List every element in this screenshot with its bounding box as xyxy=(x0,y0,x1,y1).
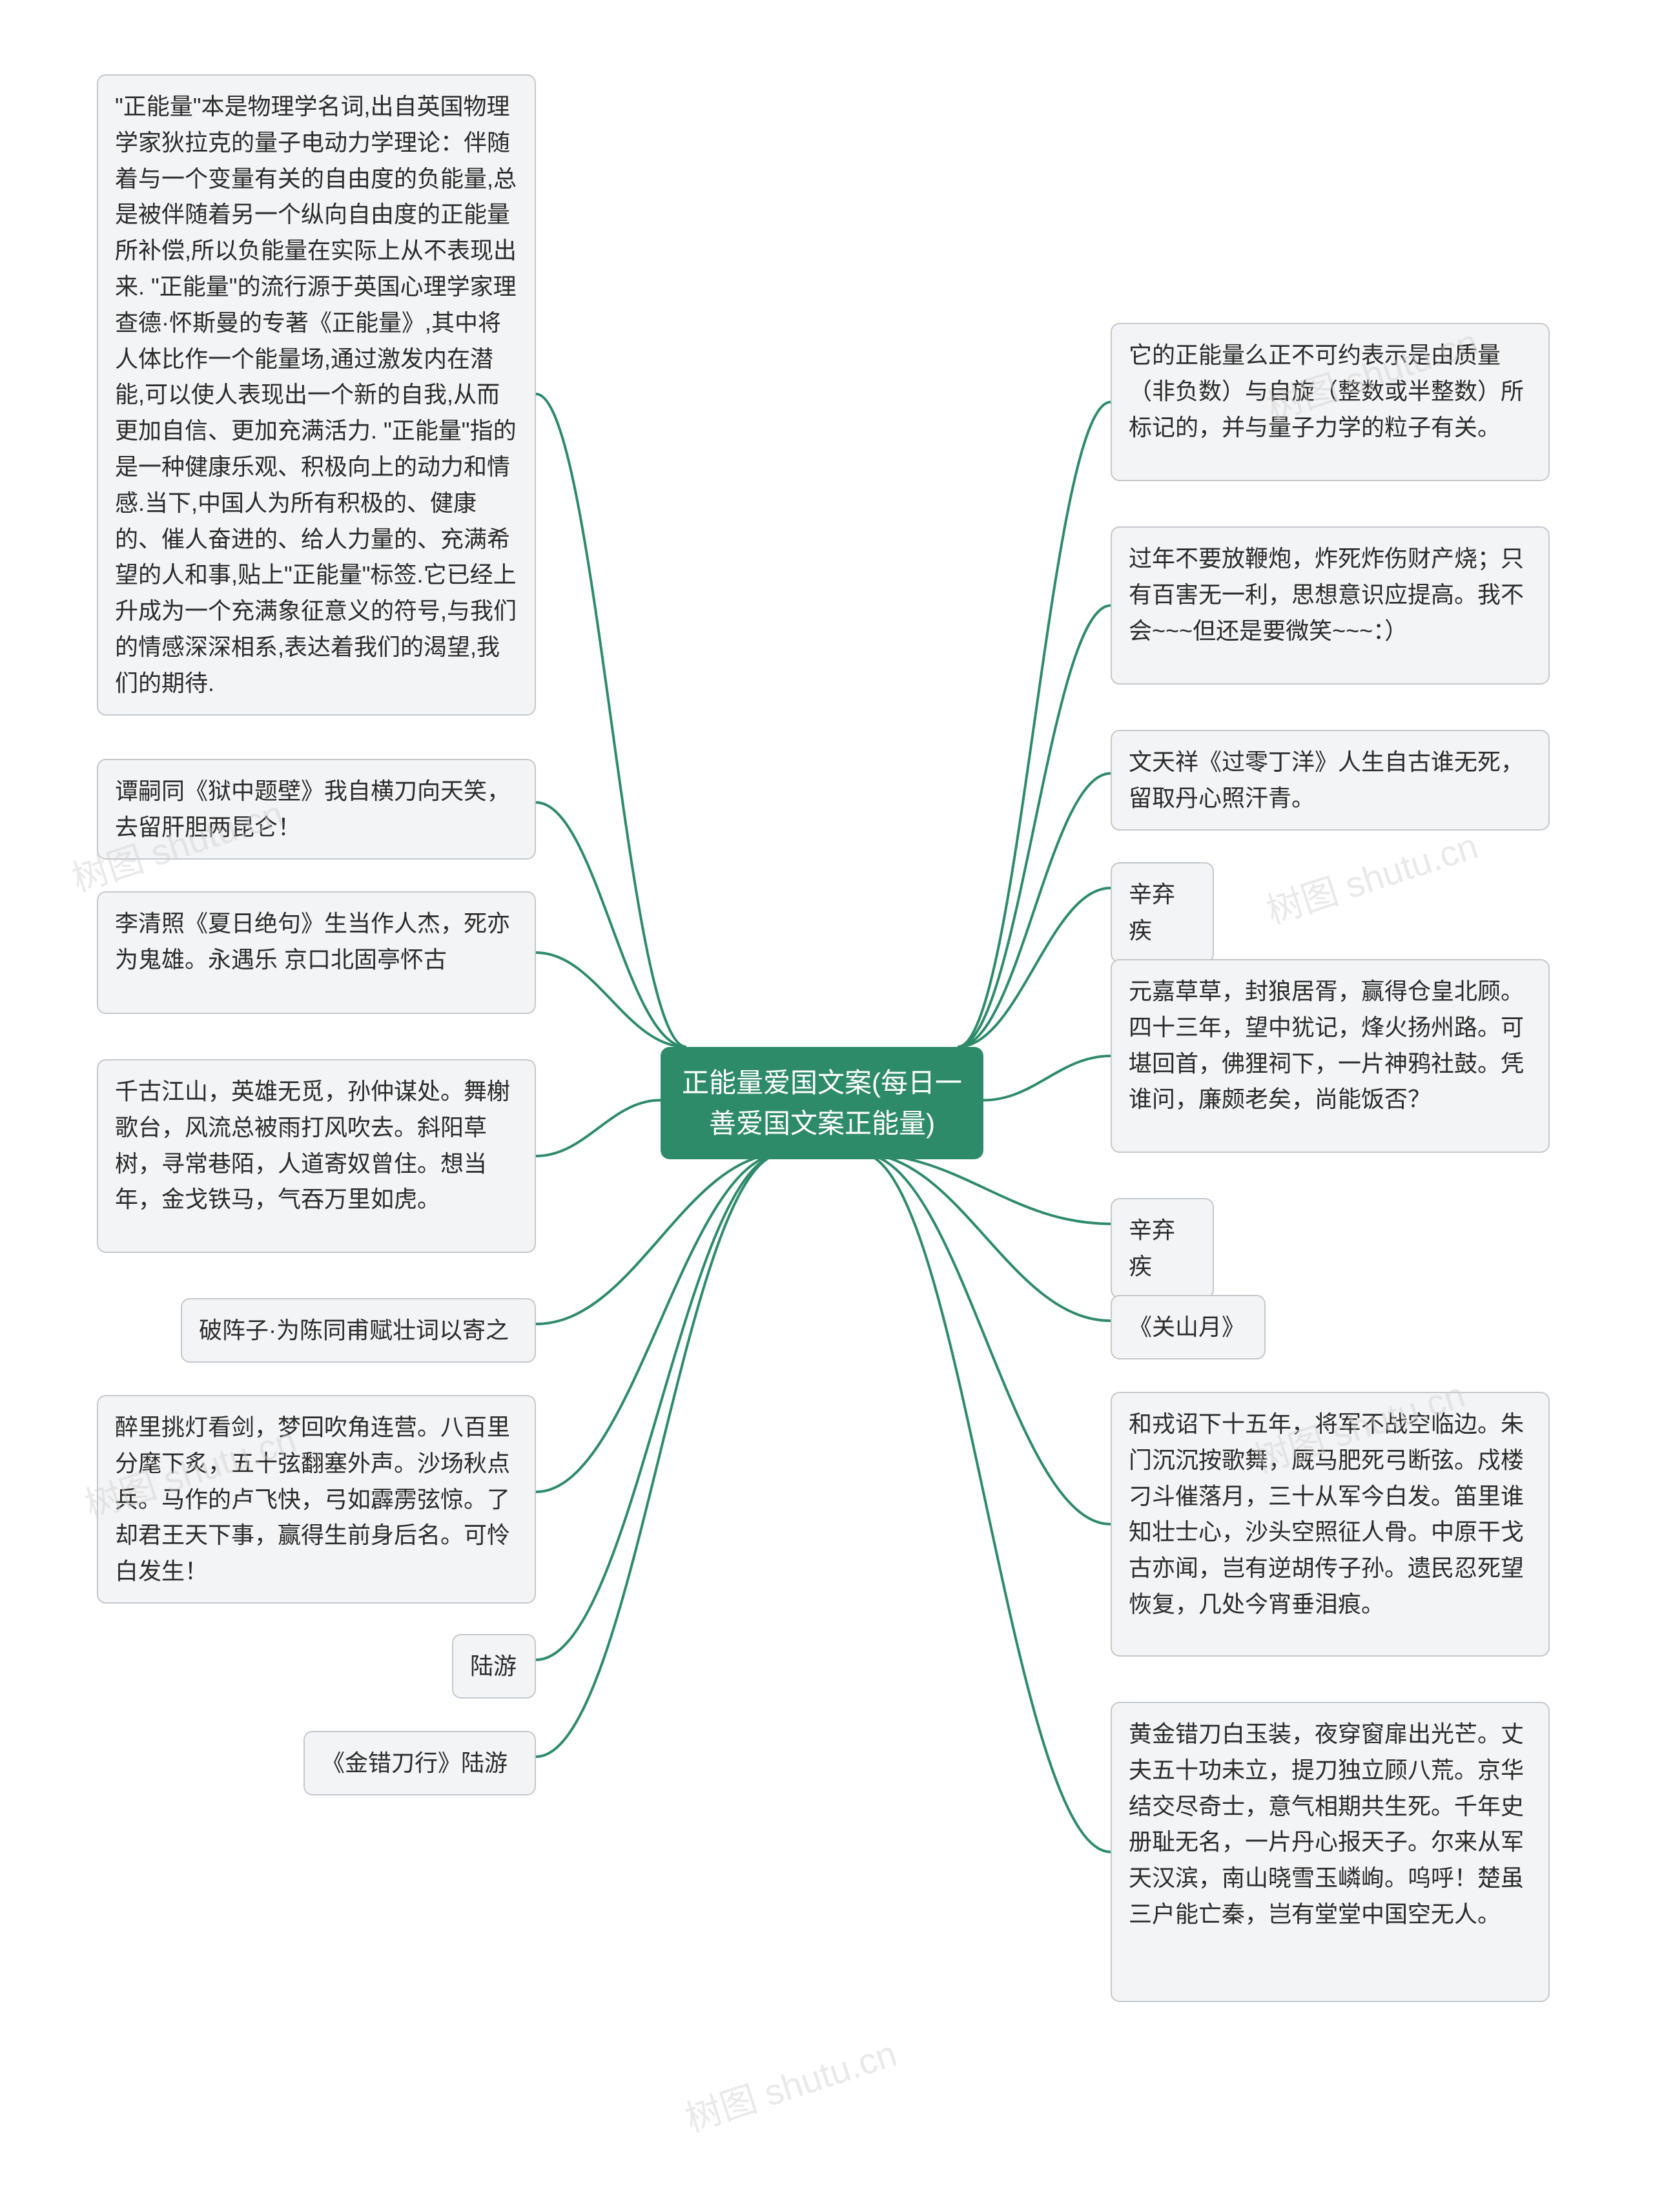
mindmap-canvas: 正能量爱国文案(每日一善爱国文案正能量) "正能量"本是物理学名词,出自英国物理学… xyxy=(0,0,1653,2212)
leaf-node-L6[interactable]: 醉里挑灯看剑，梦回吹角连营。八百里分麾下炙，五十弦翻塞外声。沙场秋点兵。马作的卢… xyxy=(97,1395,536,1604)
edge-L3 xyxy=(536,953,686,1047)
edge-R3 xyxy=(958,774,1111,1048)
leaf-node-R7[interactable]: 《关山月》 xyxy=(1111,1295,1266,1359)
leaf-node-L8[interactable]: 《金错刀行》陆游 xyxy=(303,1731,536,1795)
edge-L7 xyxy=(536,1153,783,1660)
leaf-node-R6[interactable]: 辛弃疾 xyxy=(1111,1198,1214,1299)
leaf-node-R9[interactable]: 黄金错刀白玉装，夜穿窗扉出光芒。丈夫五十功未立，提刀独立顾八荒。京华结交尽奇士，… xyxy=(1111,1702,1550,2002)
leaf-node-R2[interactable]: 过年不要放鞭炮，炸死炸伤财产烧；只有百害无一利，思想意识应提高。我不会~~~但还… xyxy=(1111,526,1550,685)
leaf-node-R4[interactable]: 辛弃疾 xyxy=(1111,862,1214,963)
leaf-node-L1[interactable]: "正能量"本是物理学名词,出自英国物理学家狄拉克的量子电动力学理论：伴随着与一个… xyxy=(97,74,536,716)
edge-R1 xyxy=(958,402,1111,1048)
edge-L8 xyxy=(536,1153,783,1757)
leaf-node-L2[interactable]: 谭嗣同《狱中题壁》我自横刀向天笑，去留肝胆两昆仑！ xyxy=(97,759,536,860)
edge-L6 xyxy=(536,1153,783,1492)
edge-R5 xyxy=(983,1056,1111,1101)
leaf-node-R1[interactable]: 它的正能量么正不可约表示是由质量（非负数）与自旋（整数或半整数）所标记的，并与量… xyxy=(1111,323,1550,481)
leaf-node-L4[interactable]: 千古江山，英雄无觅，孙仲谋处。舞榭歌台，风流总被雨打风吹去。斜阳草树，寻常巷陌，… xyxy=(97,1059,536,1253)
leaf-node-R8[interactable]: 和戎诏下十五年，将军不战空临边。朱门沉沉按歌舞，厩马肥死弓断弦。戍楼刁斗催落月，… xyxy=(1111,1392,1550,1657)
edge-R9 xyxy=(861,1153,1111,1852)
center-node[interactable]: 正能量爱国文案(每日一善爱国文案正能量) xyxy=(661,1047,983,1159)
leaf-node-L7[interactable]: 陆游 xyxy=(452,1634,536,1699)
leaf-node-L5[interactable]: 破阵子·为陈同甫赋壮词以寄之 xyxy=(181,1298,536,1363)
edge-L4 xyxy=(536,1101,661,1157)
edge-R7 xyxy=(861,1153,1111,1321)
leaf-node-R3[interactable]: 文天祥《过零丁洋》人生自古谁无死，留取丹心照汗青。 xyxy=(1111,730,1550,831)
leaf-node-L3[interactable]: 李清照《夏日绝句》生当作人杰，死亦为鬼雄。永遇乐 京口北固亭怀古 xyxy=(97,891,536,1014)
edge-R2 xyxy=(958,606,1111,1048)
edge-R8 xyxy=(861,1153,1111,1524)
edge-L2 xyxy=(536,803,686,1048)
leaf-node-R5[interactable]: 元嘉草草，封狼居胥，赢得仓皇北顾。四十三年，望中犹记，烽火扬州路。可堪回首，佛狸… xyxy=(1111,959,1550,1153)
edge-L1 xyxy=(536,394,686,1047)
